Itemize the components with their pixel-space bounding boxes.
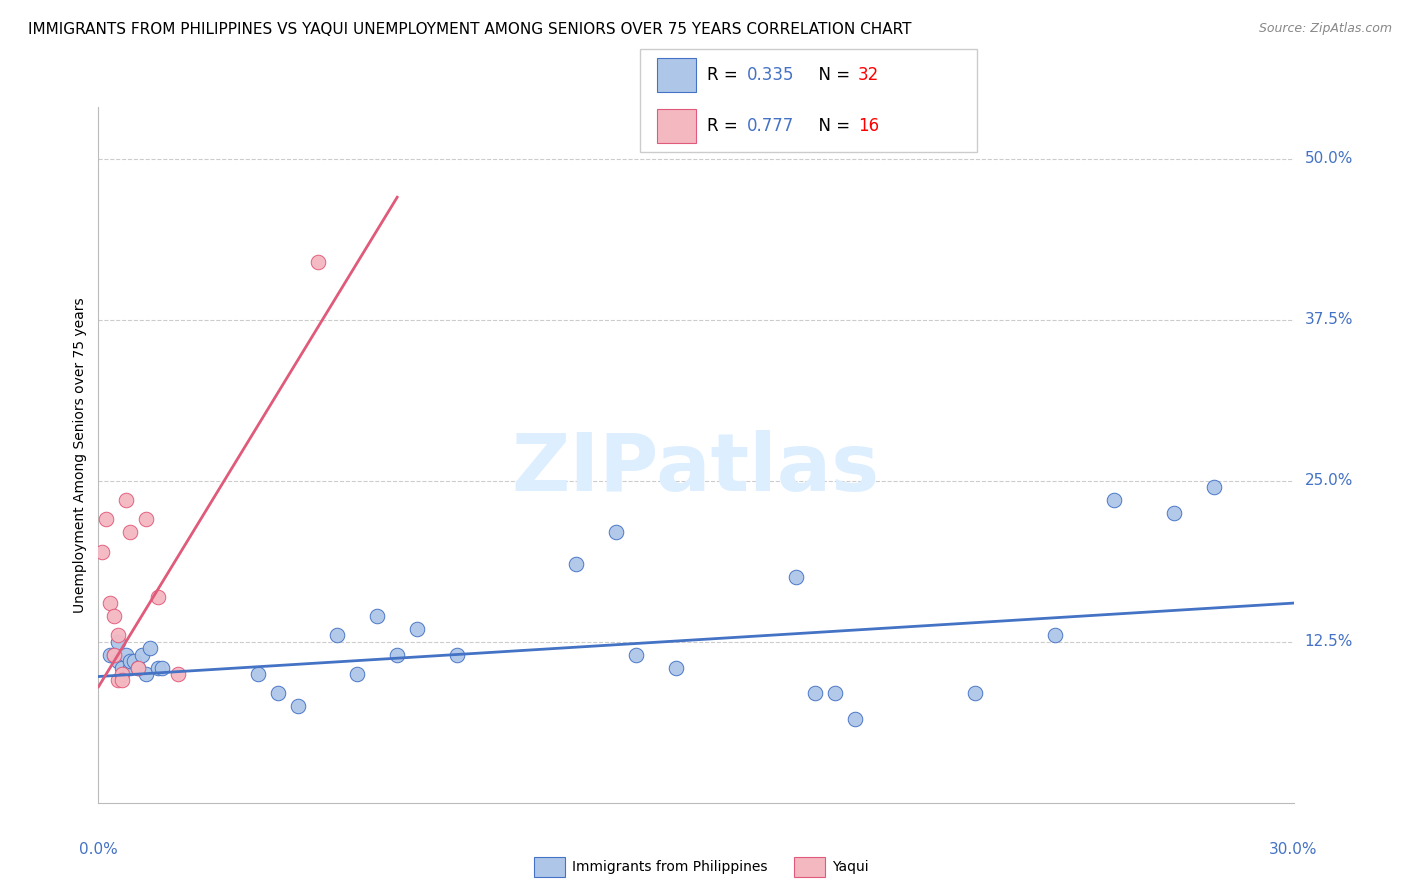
Point	[127, 660, 149, 674]
Point	[120, 660, 142, 674]
Text: 16: 16	[858, 117, 879, 135]
Text: ZIPatlas: ZIPatlas	[512, 430, 880, 508]
Point	[103, 648, 125, 662]
Point	[139, 641, 162, 656]
Point	[103, 648, 125, 662]
Point	[1043, 628, 1066, 642]
Y-axis label: Unemployment Among Seniors over 75 years: Unemployment Among Seniors over 75 years	[73, 297, 87, 613]
Text: N =: N =	[808, 117, 856, 135]
Point	[824, 686, 846, 700]
Point	[605, 525, 627, 540]
Point	[103, 609, 125, 624]
Text: 25.0%: 25.0%	[1305, 473, 1353, 488]
Point	[1102, 493, 1125, 508]
Point	[124, 654, 146, 668]
Point	[115, 493, 138, 508]
Point	[446, 648, 468, 662]
Point	[1202, 480, 1225, 494]
Point	[246, 667, 269, 681]
Point	[91, 544, 114, 558]
Point	[267, 686, 290, 700]
Point	[346, 667, 368, 681]
Point	[135, 512, 157, 526]
Point	[111, 660, 134, 674]
Point	[111, 673, 134, 688]
Text: 0.335: 0.335	[747, 66, 794, 84]
Point	[624, 648, 647, 662]
Text: 0.777: 0.777	[747, 117, 794, 135]
Text: Source: ZipAtlas.com: Source: ZipAtlas.com	[1258, 22, 1392, 36]
Point	[107, 634, 129, 648]
Point	[107, 654, 129, 668]
Text: 12.5%: 12.5%	[1305, 634, 1353, 649]
Point	[150, 660, 173, 674]
Point	[366, 609, 388, 624]
Point	[287, 699, 309, 714]
Point	[1163, 506, 1185, 520]
Point	[96, 512, 118, 526]
Point	[804, 686, 827, 700]
Point	[844, 712, 866, 726]
Point	[98, 596, 122, 610]
Point	[148, 590, 170, 604]
Point	[120, 525, 142, 540]
Point	[115, 648, 138, 662]
Text: 37.5%: 37.5%	[1305, 312, 1353, 327]
Point	[111, 667, 134, 681]
Point	[665, 660, 688, 674]
Point	[963, 686, 986, 700]
Text: 50.0%: 50.0%	[1305, 151, 1353, 166]
Text: 30.0%: 30.0%	[1270, 842, 1317, 856]
Point	[120, 654, 142, 668]
Point	[167, 667, 190, 681]
Point	[127, 660, 149, 674]
Point	[135, 667, 157, 681]
Text: N =: N =	[808, 66, 856, 84]
Text: 0.0%: 0.0%	[79, 842, 118, 856]
Point	[307, 254, 329, 268]
Point	[98, 648, 122, 662]
Text: R =: R =	[707, 117, 744, 135]
Point	[385, 648, 409, 662]
Text: Yaqui: Yaqui	[832, 860, 869, 874]
Text: 32: 32	[858, 66, 879, 84]
Text: Immigrants from Philippines: Immigrants from Philippines	[572, 860, 768, 874]
Point	[326, 628, 349, 642]
Point	[107, 628, 129, 642]
Text: IMMIGRANTS FROM PHILIPPINES VS YAQUI UNEMPLOYMENT AMONG SENIORS OVER 75 YEARS CO: IMMIGRANTS FROM PHILIPPINES VS YAQUI UNE…	[28, 22, 911, 37]
Point	[785, 570, 807, 584]
Text: R =: R =	[707, 66, 744, 84]
Point	[107, 673, 129, 688]
Point	[148, 660, 170, 674]
Point	[406, 622, 429, 636]
Point	[131, 648, 153, 662]
Point	[565, 558, 588, 572]
